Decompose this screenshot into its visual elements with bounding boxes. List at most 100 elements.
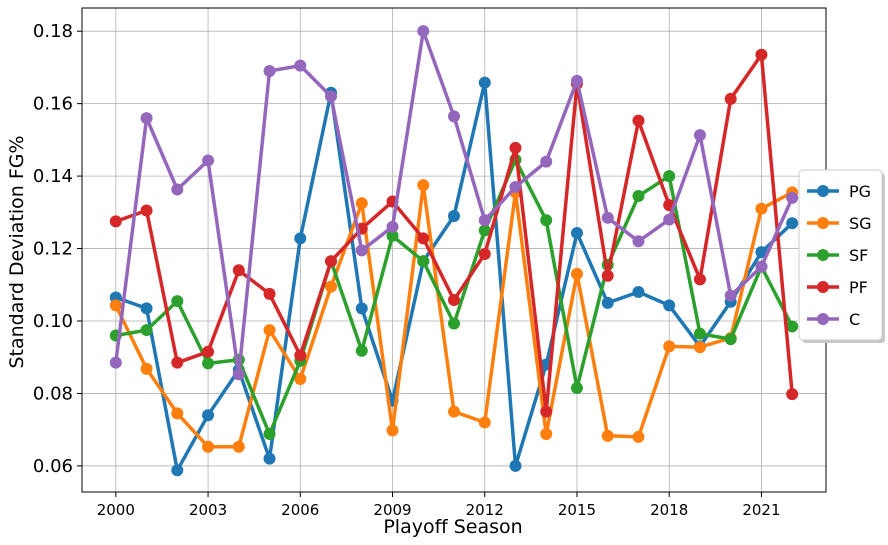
data-point <box>786 320 799 333</box>
data-point <box>202 357 215 370</box>
data-point <box>478 247 491 260</box>
legend-label: PF <box>849 278 868 297</box>
legend: PG SG SF PF C <box>798 169 885 343</box>
data-point <box>171 295 184 308</box>
data-point <box>663 213 676 226</box>
data-point <box>632 114 645 127</box>
data-point <box>294 372 307 385</box>
data-point <box>693 129 706 142</box>
data-point <box>171 464 184 477</box>
data-point <box>570 267 583 280</box>
y-tick-label: 0.08 <box>33 383 73 404</box>
x-tick-label: 2018 <box>650 501 688 519</box>
x-tick-label: 2012 <box>466 501 504 519</box>
y-axis-title: Standard Deviation FG% <box>6 135 28 368</box>
data-point <box>663 299 676 312</box>
legend-item-sg: SG <box>807 214 872 233</box>
data-point <box>724 289 737 302</box>
data-point <box>755 202 768 215</box>
data-point <box>386 229 399 242</box>
x-axis-title: Playoff Season <box>383 516 522 538</box>
data-point <box>540 155 553 168</box>
data-point <box>509 180 522 193</box>
legend-swatch-marker <box>817 281 829 293</box>
data-point <box>632 235 645 248</box>
legend-box <box>798 169 883 341</box>
data-point <box>232 440 245 453</box>
data-point <box>355 244 368 257</box>
data-point <box>601 296 614 309</box>
series-c <box>109 25 799 381</box>
legend-swatch-marker <box>817 313 829 325</box>
legend-label: PG <box>849 182 871 201</box>
data-point <box>601 429 614 442</box>
data-point <box>663 340 676 353</box>
data-point <box>786 191 799 204</box>
data-point <box>171 356 184 369</box>
data-point <box>693 273 706 286</box>
data-point <box>171 407 184 420</box>
data-point <box>509 141 522 154</box>
data-point <box>325 90 338 103</box>
data-point <box>263 428 276 441</box>
legend-swatch-marker <box>817 217 829 229</box>
data-point <box>417 179 430 192</box>
x-tick-label: 2009 <box>373 501 411 519</box>
legend-item-pf: PF <box>807 278 868 297</box>
series-sg <box>109 179 799 453</box>
data-point <box>386 424 399 437</box>
data-point <box>263 287 276 300</box>
data-point <box>755 246 768 259</box>
data-point <box>232 368 245 381</box>
data-point <box>109 356 122 369</box>
data-point <box>478 416 491 429</box>
data-point <box>570 382 583 395</box>
data-point <box>448 293 460 306</box>
legend-swatch-marker <box>817 185 829 197</box>
data-point <box>724 333 737 346</box>
plot-area-frame <box>81 7 827 493</box>
data-point <box>786 388 799 401</box>
x-tick-label: 2015 <box>558 501 596 519</box>
data-point <box>478 76 491 89</box>
data-point <box>632 430 645 443</box>
data-point <box>294 232 307 245</box>
data-point <box>448 405 460 418</box>
data-point <box>325 255 338 268</box>
data-point <box>601 211 614 224</box>
y-tick-label: 0.16 <box>33 94 73 115</box>
data-point <box>540 428 553 441</box>
data-point <box>632 286 645 299</box>
data-point <box>202 409 215 422</box>
x-axis-ticks: 2000 2003 2006 2009 2012 2015 2018 2021 <box>97 492 781 519</box>
data-point <box>540 214 553 227</box>
legend-item-c: C <box>807 310 860 329</box>
data-point <box>263 65 276 78</box>
data-point <box>448 209 460 222</box>
data-point <box>232 264 245 277</box>
data-point <box>448 110 460 123</box>
y-axis-ticks: 0.06 0.08 0.10 0.12 0.14 0.16 0.18 <box>33 21 82 477</box>
legend-label: SF <box>849 246 868 265</box>
data-point <box>693 327 706 340</box>
data-point <box>540 405 553 418</box>
data-point <box>478 214 491 227</box>
data-point <box>109 299 122 312</box>
data-point <box>294 349 307 362</box>
data-point <box>724 92 737 105</box>
data-point <box>355 302 368 315</box>
data-point <box>448 317 460 330</box>
data-point <box>202 154 215 167</box>
data-point <box>570 74 583 87</box>
data-point <box>294 59 307 72</box>
legend-item-pg: PG <box>807 182 871 201</box>
data-point <box>386 220 399 233</box>
data-point <box>632 190 645 203</box>
data-point <box>663 170 676 183</box>
data-point <box>755 48 768 61</box>
data-point <box>570 226 583 239</box>
y-tick-label: 0.18 <box>33 21 73 42</box>
y-tick-label: 0.06 <box>33 456 73 477</box>
data-point <box>755 260 768 273</box>
data-point <box>263 324 276 337</box>
